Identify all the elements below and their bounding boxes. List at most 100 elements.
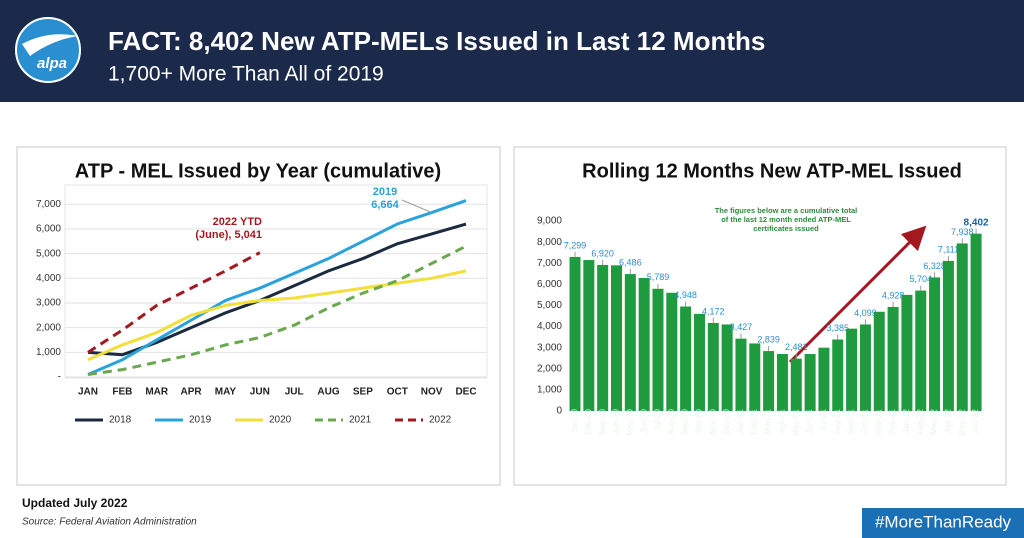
bar (915, 290, 927, 411)
value-label: 4,099 (854, 308, 877, 318)
x-tick-label: Apr-20 (612, 408, 621, 433)
chart-title: ATP - MEL Issued by Year (cumulative) (75, 160, 441, 182)
series-line (87, 244, 467, 377)
y-tick-label: 8,000 (537, 237, 562, 248)
series-line (87, 199, 467, 376)
bar (624, 274, 636, 411)
x-tick-label: Jan-21 (736, 408, 745, 433)
x-tick-label: Jun-20 (639, 408, 648, 433)
bar (666, 292, 678, 411)
value-label: 4,948 (674, 290, 697, 300)
value-label: 4,172 (702, 306, 725, 316)
bar (901, 294, 913, 411)
series-line (87, 269, 467, 362)
value-label: 2,839 (757, 334, 780, 344)
y-tick-label: 5,000 (36, 248, 61, 259)
y-tick-label: 4,000 (537, 321, 562, 332)
value-label: 5,704 (909, 274, 932, 284)
x-tick-label: Jul-20 (653, 408, 662, 430)
bar (929, 277, 941, 411)
value-label: 3,427 (730, 322, 753, 332)
legend-label: 2019 (189, 415, 212, 426)
x-tick-label: SEP (353, 387, 373, 398)
x-tick-label: May-20 (625, 408, 634, 435)
bar (832, 339, 844, 411)
note: of the last 12 month ended ATP-MEL (721, 215, 851, 224)
x-tick-label: Jan-22 (902, 408, 911, 433)
x-tick-label: Jun-22 (971, 408, 980, 433)
x-tick-label: MAR (145, 387, 169, 398)
page-subtitle: 1,700+ More Than All of 2019 (108, 63, 384, 86)
bar (887, 306, 899, 411)
chart-title: Rolling 12 Months New ATP-MEL Issued (582, 160, 962, 182)
note: certificates issued (753, 224, 819, 233)
bar (721, 324, 733, 411)
x-tick-label: Oct-20 (695, 408, 704, 433)
plot-frame (64, 184, 488, 379)
bar (569, 256, 581, 411)
hashtag-box (862, 508, 1024, 538)
y-tick-label: 2,000 (36, 322, 61, 333)
x-tick-label: Jan-20 (570, 408, 579, 433)
value-label: 7,299 (564, 240, 587, 250)
note: The figures below are a cumulative total (715, 206, 858, 215)
value-label: 2,481 (785, 342, 808, 352)
x-tick-label: JAN (78, 387, 98, 398)
x-tick-label: JUN (250, 387, 270, 398)
value-label: 5,789 (647, 272, 670, 282)
x-tick-label: Feb-22 (916, 408, 925, 434)
value-label: 8,402 (964, 217, 989, 228)
y-tick-label: 3,000 (537, 342, 562, 353)
bar (597, 264, 609, 411)
x-tick-label: JUL (285, 387, 304, 398)
bar (763, 351, 775, 411)
x-tick-label: Feb-20 (584, 408, 593, 434)
x-tick-label: Mar-21 (764, 408, 773, 434)
x-tick-label: NOV (421, 387, 443, 398)
value-label: 6,328 (923, 261, 946, 271)
value-label: 7,111 (938, 244, 959, 254)
x-tick-label: AUG (317, 387, 339, 398)
x-tick-label: Aug-21 (833, 408, 842, 434)
bar (846, 328, 858, 411)
annotation: 2019 (373, 186, 397, 198)
bar (749, 343, 761, 411)
trend-arrow (788, 225, 927, 364)
legend-label: 2020 (269, 415, 292, 426)
x-tick-label: Aug-20 (667, 408, 676, 434)
y-tick-label: 6,000 (36, 224, 61, 235)
bar (680, 306, 692, 411)
logo-text: alpa (37, 55, 67, 72)
bar (652, 288, 664, 411)
x-tick-label: MAY (215, 387, 237, 398)
x-tick-label: Oct-21 (861, 408, 870, 433)
x-tick-label: FEB (112, 387, 132, 398)
bar (583, 260, 595, 411)
x-tick-label: Mar-20 (598, 408, 607, 434)
bar (818, 347, 830, 411)
value-label: 7,938 (951, 227, 974, 237)
bar (804, 354, 816, 411)
x-tick-label: Apr-21 (778, 408, 787, 433)
bar (790, 358, 802, 411)
x-tick-label: Dec-20 (722, 408, 731, 434)
header-bar (0, 0, 1024, 102)
legend-label: 2021 (349, 415, 372, 426)
hashtag: #MoreThanReady (875, 512, 1012, 531)
y-tick-label: 6,000 (537, 279, 562, 290)
value-label: 6,920 (591, 248, 614, 258)
y-tick-label: - (58, 372, 61, 383)
legend-label: 2018 (109, 415, 132, 426)
legend-label: 2022 (429, 415, 452, 426)
y-tick-label: 0 (556, 406, 562, 417)
x-tick-label: Mar-22 (930, 408, 939, 434)
bar (735, 338, 747, 411)
x-tick-label: May-22 (957, 408, 966, 435)
bar (859, 324, 871, 411)
bar (693, 313, 705, 411)
source-note: Source: Federal Aviation Administration (22, 517, 197, 528)
panel-left (16, 146, 501, 486)
x-tick-label: DEC (455, 387, 476, 398)
value-label: 4,928 (882, 290, 905, 300)
